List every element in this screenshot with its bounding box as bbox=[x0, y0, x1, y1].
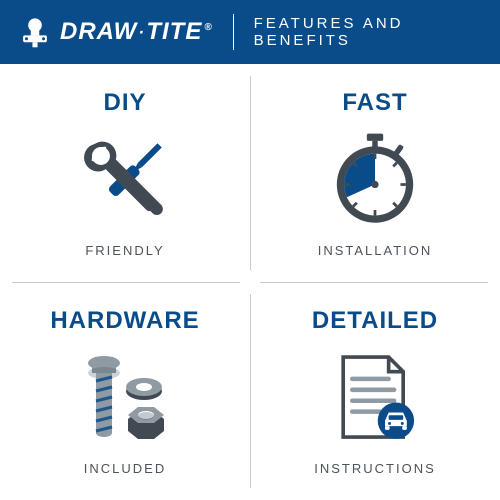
brand-post: TITE bbox=[146, 18, 202, 45]
feature-title: HARDWARE bbox=[50, 307, 199, 335]
brand-logo: DRAW·TITE® bbox=[18, 15, 213, 49]
feature-sub: FRIENDLY bbox=[85, 243, 164, 258]
feature-sub: INSTRUCTIONS bbox=[314, 461, 436, 476]
header-bar: DRAW·TITE® FEATURES AND BENEFITS bbox=[0, 0, 500, 64]
header-divider bbox=[233, 14, 234, 50]
brand-pre: DRAW bbox=[60, 18, 137, 45]
feature-sub: INSTALLATION bbox=[318, 243, 433, 258]
hitch-ball-icon bbox=[18, 15, 52, 49]
feature-title: DETAILED bbox=[312, 307, 438, 335]
registered-mark: ® bbox=[204, 22, 212, 33]
tools-icon bbox=[70, 125, 180, 235]
hardware-icon bbox=[70, 343, 180, 453]
feature-hardware: HARDWARE bbox=[0, 282, 250, 500]
document-icon bbox=[320, 343, 430, 453]
feature-title: DIY bbox=[103, 89, 146, 117]
feature-title: FAST bbox=[342, 89, 407, 117]
header-subtitle: FEATURES AND BENEFITS bbox=[254, 15, 482, 49]
feature-sub: INCLUDED bbox=[84, 461, 166, 476]
feature-grid: DIY FRIENDLY FAST bbox=[0, 64, 500, 500]
feature-fast: FAST bbox=[250, 64, 500, 282]
brand-text: DRAW·TITE® bbox=[60, 18, 213, 46]
feature-detailed: DETAILED bbox=[250, 282, 500, 500]
stopwatch-icon bbox=[320, 125, 430, 235]
feature-diy: DIY FRIENDLY bbox=[0, 64, 250, 282]
